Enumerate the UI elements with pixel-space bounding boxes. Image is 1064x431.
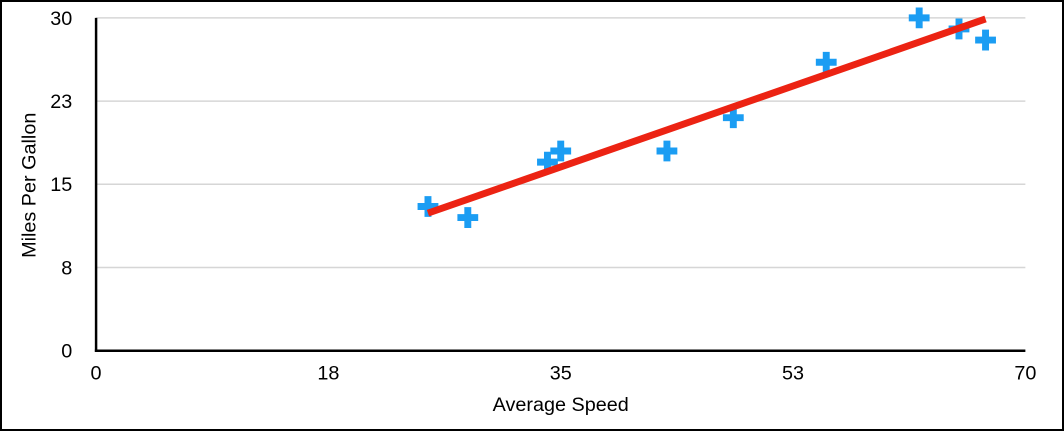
data-point-marker[interactable]	[722, 107, 744, 129]
y-tick-label: 23	[50, 91, 72, 113]
data-point-marker[interactable]	[656, 140, 678, 162]
y-tick-label: 8	[61, 257, 72, 279]
x-tick-label: 0	[91, 362, 102, 384]
trend-line[interactable]	[426, 15, 987, 217]
y-tick-label: 15	[50, 174, 72, 196]
data-point-marker[interactable]	[417, 196, 439, 217]
data-point-marker[interactable]	[537, 151, 558, 173]
x-tick-label: 70	[1014, 362, 1036, 384]
data-point-marker[interactable]	[550, 140, 572, 162]
y-tick-label: 0	[61, 341, 72, 363]
x-tick-label: 35	[550, 362, 572, 384]
y-tick-label: 30	[50, 8, 72, 30]
data-point-marker[interactable]	[908, 7, 930, 29]
x-tick-label: 53	[782, 362, 804, 384]
data-point-marker[interactable]	[815, 51, 837, 73]
data-point-marker[interactable]	[457, 207, 479, 228]
data-point-marker[interactable]	[975, 29, 996, 51]
x-tick-label: 18	[317, 362, 339, 384]
x-axis-title: Average Speed	[493, 394, 629, 416]
y-axis-title: Miles Per Gallon	[19, 113, 41, 258]
